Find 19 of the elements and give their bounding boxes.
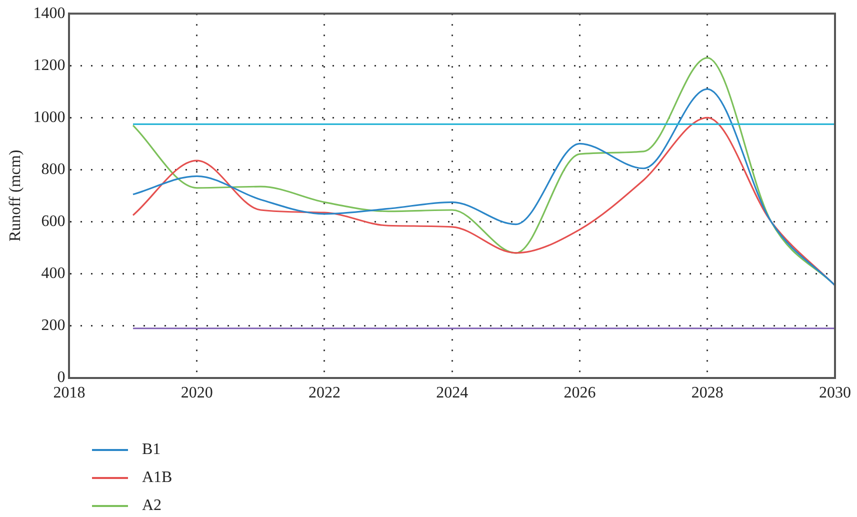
- x-tick-label: 2018: [53, 384, 86, 402]
- y-tick-label: 0: [57, 369, 66, 386]
- y-axis-title: Runoff (mcm): [6, 150, 24, 242]
- y-tick-label: 1000: [33, 108, 66, 126]
- x-tick-label: 2030: [819, 384, 851, 402]
- x-tick-label: 2022: [308, 384, 340, 402]
- y-tick-label: 200: [41, 316, 66, 334]
- y-tick-label: 1400: [33, 4, 66, 22]
- x-tick-label: 2024: [436, 384, 468, 402]
- y-tick-label: 400: [41, 264, 66, 282]
- y-tick-label: 600: [41, 212, 66, 230]
- legend-label: A2: [142, 497, 162, 515]
- x-tick-label: 2028: [691, 384, 724, 402]
- x-tick-label: 2026: [564, 384, 596, 402]
- legend-label: A1B: [142, 469, 172, 487]
- legend-label: B1: [142, 441, 161, 459]
- x-tick-label: 2020: [180, 384, 213, 402]
- y-tick-label: 1200: [33, 56, 66, 74]
- y-tick-label: 800: [41, 160, 66, 178]
